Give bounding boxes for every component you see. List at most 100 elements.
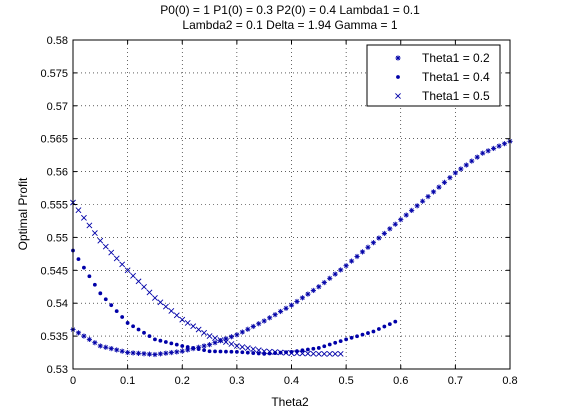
curve-marker xyxy=(184,320,191,326)
data-point xyxy=(337,350,344,357)
data-point xyxy=(152,295,158,301)
curve-marker xyxy=(349,335,354,340)
marker-stroke xyxy=(311,288,316,293)
chart-title-line-2: Lambda2 = 0.1 Delta = 1.94 Gamma = 1 xyxy=(182,18,397,32)
curve-marker xyxy=(310,287,316,294)
data-point xyxy=(206,333,213,340)
marker-stroke xyxy=(152,295,158,301)
marker-stroke xyxy=(261,348,268,355)
curve-marker xyxy=(496,143,502,149)
curve-marker xyxy=(251,351,256,355)
y-tick-label: 0.57 xyxy=(47,101,68,113)
marker-stroke xyxy=(337,350,344,357)
curve-marker xyxy=(491,145,497,152)
marker-stroke xyxy=(332,350,339,357)
curve-marker xyxy=(108,249,115,256)
data-marks xyxy=(70,138,513,358)
marker-stroke xyxy=(327,276,332,281)
curve-marker xyxy=(174,349,180,355)
curve-marker xyxy=(76,257,81,262)
curve-marker xyxy=(201,343,207,349)
marker-stroke xyxy=(245,327,250,332)
data-point xyxy=(261,318,267,324)
marker-stroke xyxy=(102,243,109,250)
marker-stroke xyxy=(234,332,240,337)
curve-marker xyxy=(299,350,306,357)
x-tick-label: 0.5 xyxy=(338,375,353,387)
curve-marker xyxy=(299,295,306,301)
curve-marker xyxy=(147,334,152,338)
marker-stroke xyxy=(217,337,224,343)
y-tick-label: 0.58 xyxy=(47,35,68,47)
y-tick-label: 0.54 xyxy=(47,298,68,310)
y-axis-label: Optimal Profit xyxy=(16,177,30,250)
marker-stroke xyxy=(124,267,131,274)
data-point xyxy=(206,342,213,348)
marker-stroke xyxy=(207,342,212,347)
curve-marker xyxy=(103,297,108,302)
curve-marker xyxy=(376,235,382,241)
curve-marker xyxy=(92,282,97,287)
data-point xyxy=(344,337,349,342)
curve-marker xyxy=(377,327,381,331)
data-point xyxy=(371,329,376,334)
marker-stroke xyxy=(409,208,414,213)
curve-marker xyxy=(146,289,153,296)
data-point xyxy=(425,194,431,200)
curve-marker xyxy=(277,308,284,315)
legend-marker xyxy=(395,93,401,99)
marker-stroke xyxy=(387,226,393,232)
curve-marker xyxy=(311,346,316,351)
marker-stroke xyxy=(81,333,87,339)
curve-marker xyxy=(173,312,180,319)
marker-stroke xyxy=(480,150,485,156)
curve-marker xyxy=(332,350,339,357)
data-point xyxy=(233,343,240,349)
data-point xyxy=(234,349,239,354)
curve-marker xyxy=(86,336,92,342)
marker-stroke xyxy=(76,330,81,336)
marker-stroke xyxy=(201,343,207,349)
curve-marker xyxy=(87,274,92,279)
marker-stroke xyxy=(294,299,300,304)
marker-stroke xyxy=(256,321,261,326)
curve-marker xyxy=(92,340,98,346)
curve-marker xyxy=(381,230,387,237)
curve-marker xyxy=(191,346,196,350)
curve-marker xyxy=(387,226,393,232)
y-tick-label: 0.575 xyxy=(40,68,68,80)
marker-stroke xyxy=(201,329,208,336)
marker-stroke xyxy=(283,306,289,311)
curve-marker xyxy=(168,308,175,314)
marker-stroke xyxy=(173,312,180,319)
marker-stroke xyxy=(86,222,93,229)
marker-stroke xyxy=(278,309,283,314)
marker-stroke xyxy=(442,180,447,185)
y-tick-label: 0.565 xyxy=(40,134,68,146)
curve-marker xyxy=(190,323,197,330)
x-tick-label: 0.8 xyxy=(502,375,517,387)
data-point xyxy=(179,348,185,354)
curve-marker xyxy=(322,344,327,349)
curve-marker xyxy=(326,350,333,357)
marker-stroke xyxy=(98,343,103,349)
data-point xyxy=(180,344,185,348)
data-point xyxy=(370,240,377,246)
curve-marker xyxy=(366,331,370,335)
curve-marker xyxy=(103,344,109,350)
curve-marker xyxy=(212,340,218,346)
marker-stroke xyxy=(92,340,98,345)
curve-marker xyxy=(485,148,491,154)
data-point xyxy=(98,291,103,296)
curve-marker xyxy=(321,350,328,357)
marker-stroke xyxy=(240,329,245,335)
curve-marker xyxy=(387,322,392,326)
curve-marker xyxy=(81,214,87,221)
curve-marker xyxy=(436,184,442,190)
x-tick-label: 0.3 xyxy=(229,375,244,387)
curve-marker xyxy=(120,315,125,319)
marker-stroke xyxy=(277,349,284,356)
marker-stroke xyxy=(338,267,343,273)
ticks: 0 0.1 0.2 0.3 0.4 0.5 0.6 0.7 0.8 0.53 0.535 0.54 0.… xyxy=(40,35,517,387)
